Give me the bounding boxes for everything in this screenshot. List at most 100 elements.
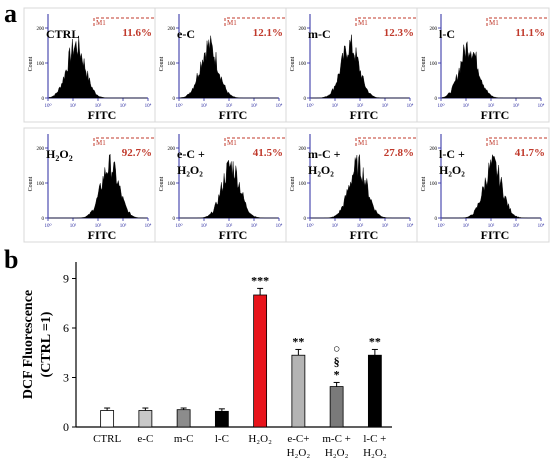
x-tick-label: 10³ bbox=[251, 223, 258, 229]
histogram-panel: 0 100 200 10⁰ 10¹ 10² 10³ 10⁴ Count FITC M1 27.8% m-… bbox=[285, 127, 419, 243]
significance-mark: § bbox=[334, 354, 340, 368]
y-tick-label: 0 bbox=[435, 97, 438, 102]
x-tick-label: 10⁴ bbox=[145, 103, 152, 109]
x-tick-label: 10² bbox=[357, 103, 364, 109]
histogram-curve bbox=[49, 153, 147, 219]
y-axis-label: Count bbox=[159, 176, 165, 191]
x-tick-label: 10⁰ bbox=[437, 223, 444, 229]
y-axis-label: Count bbox=[290, 56, 296, 71]
x-tick-label: 10⁴ bbox=[538, 103, 545, 109]
x-axis-label: FITC bbox=[88, 108, 117, 122]
histogram-panel: 0 100 200 10⁰ 10¹ 10² 10³ 10⁴ Count FITC M1 11.1% l-… bbox=[416, 7, 550, 123]
y-tick-label: 0 bbox=[42, 97, 45, 102]
y-tick-label: 200 bbox=[430, 147, 438, 152]
y-tick-label: 200 bbox=[37, 147, 45, 152]
condition-label: m-C bbox=[308, 27, 331, 41]
bar bbox=[214, 410, 229, 428]
y-tick-label: 200 bbox=[168, 147, 176, 152]
y-axis-label: Count bbox=[421, 56, 427, 71]
x-tick-label: 10² bbox=[226, 223, 233, 229]
y-axis-label: Count bbox=[28, 56, 34, 71]
x-axis-label: FITC bbox=[350, 108, 379, 122]
condition-label: H2O2 bbox=[46, 147, 73, 163]
histogram-curve bbox=[48, 36, 147, 99]
x-tick-label: 10⁰ bbox=[437, 103, 444, 109]
x-axis-label: FITC bbox=[219, 228, 248, 242]
y-tick-label: 100 bbox=[37, 62, 45, 67]
category-label: e-C bbox=[137, 433, 153, 445]
condition-label-line2: H₂O₂ bbox=[308, 163, 334, 177]
histogram-frame bbox=[23, 127, 157, 243]
y-tick-label: 9 bbox=[63, 272, 69, 286]
condition-label-line2: H₂O₂ bbox=[177, 163, 203, 177]
category-label: l-C bbox=[215, 433, 229, 445]
gate-percent: 12.3% bbox=[384, 27, 414, 39]
x-tick-label: 10² bbox=[488, 223, 495, 229]
condition-label: l-C bbox=[439, 27, 455, 41]
gate-percent: 27.8% bbox=[384, 147, 414, 159]
y-tick-label: 0 bbox=[63, 420, 69, 434]
gate-m1: M1 12.1% bbox=[224, 17, 285, 39]
histogram-frame bbox=[23, 7, 157, 123]
y-tick-label: 100 bbox=[430, 62, 438, 67]
x-axis-label: FITC bbox=[88, 228, 117, 242]
category-label: e-C+ bbox=[287, 433, 309, 445]
gate-label: M1 bbox=[96, 19, 106, 27]
histogram-curve bbox=[442, 154, 540, 219]
gate-bracket bbox=[93, 17, 154, 26]
histogram-panel: 0 100 200 10⁰ 10¹ 10² 10³ 10⁴ Count FITC M1 12.1% e-… bbox=[154, 7, 288, 123]
gate-m1: M1 11.1% bbox=[486, 17, 547, 39]
x-tick-label: 10² bbox=[488, 103, 495, 109]
x-tick-label: 10⁰ bbox=[306, 223, 313, 229]
x-tick-label: 10² bbox=[95, 223, 102, 229]
gate-label: M1 bbox=[358, 19, 368, 27]
gate-percent: 11.1% bbox=[515, 27, 545, 39]
y-tick-label: 3 bbox=[63, 371, 69, 385]
significance-mark: *** bbox=[251, 273, 269, 287]
x-tick-label: 10³ bbox=[251, 103, 258, 109]
x-tick-label: 10¹ bbox=[332, 223, 339, 229]
y-tick-label: 100 bbox=[168, 62, 176, 67]
gate-bracket bbox=[486, 17, 547, 26]
gate-label: M1 bbox=[227, 139, 237, 147]
gate-bracket bbox=[224, 137, 285, 146]
y-tick-label: 100 bbox=[168, 182, 176, 187]
x-tick-label: 10³ bbox=[513, 223, 520, 229]
bar bbox=[100, 410, 115, 428]
gate-bracket bbox=[486, 137, 547, 146]
category-label: CTRL bbox=[93, 433, 121, 445]
significance-mark: ** bbox=[292, 334, 304, 348]
x-tick-label: 10⁰ bbox=[306, 103, 313, 109]
gate-m1: M1 41.5% bbox=[224, 137, 285, 159]
y-tick-label: 200 bbox=[299, 147, 307, 152]
category-label-line2: H₂O₂ bbox=[325, 447, 349, 459]
histogram-axes: 0 100 200 10⁰ 10¹ 10² 10³ 10⁴ Count FITC bbox=[421, 14, 545, 122]
bar bbox=[367, 354, 382, 428]
x-tick-label: 10⁰ bbox=[44, 103, 51, 109]
bar bbox=[138, 410, 153, 428]
x-axis-label: FITC bbox=[481, 228, 510, 242]
gate-label: M1 bbox=[358, 139, 368, 147]
gate-m1: M1 92.7% bbox=[93, 137, 154, 159]
gate-label: M1 bbox=[227, 19, 237, 27]
y-tick-label: 100 bbox=[299, 182, 307, 187]
panel-label-b: b bbox=[4, 245, 18, 274]
category-label: l-C + bbox=[363, 433, 386, 445]
y-axis-label: Count bbox=[28, 176, 34, 191]
x-tick-label: 10⁰ bbox=[44, 223, 51, 229]
y-axis-label: Count bbox=[290, 176, 296, 191]
bar bbox=[291, 354, 306, 428]
condition-label: e-C bbox=[177, 27, 195, 41]
gate-m1: M1 11.6% bbox=[93, 17, 154, 39]
condition-label: l-C + bbox=[439, 147, 465, 161]
x-tick-label: 10¹ bbox=[70, 223, 77, 229]
y-tick-label: 200 bbox=[299, 27, 307, 32]
gate-bracket bbox=[355, 17, 416, 26]
y-axis-label-unit: (CTRL =1) bbox=[39, 311, 54, 377]
y-axis-label: Count bbox=[159, 56, 165, 71]
histogram-frame bbox=[416, 127, 550, 243]
bar bbox=[176, 409, 191, 428]
category-label: m-C + bbox=[322, 433, 351, 445]
histogram-curve bbox=[441, 41, 540, 99]
gate-percent: 11.6% bbox=[122, 27, 152, 39]
